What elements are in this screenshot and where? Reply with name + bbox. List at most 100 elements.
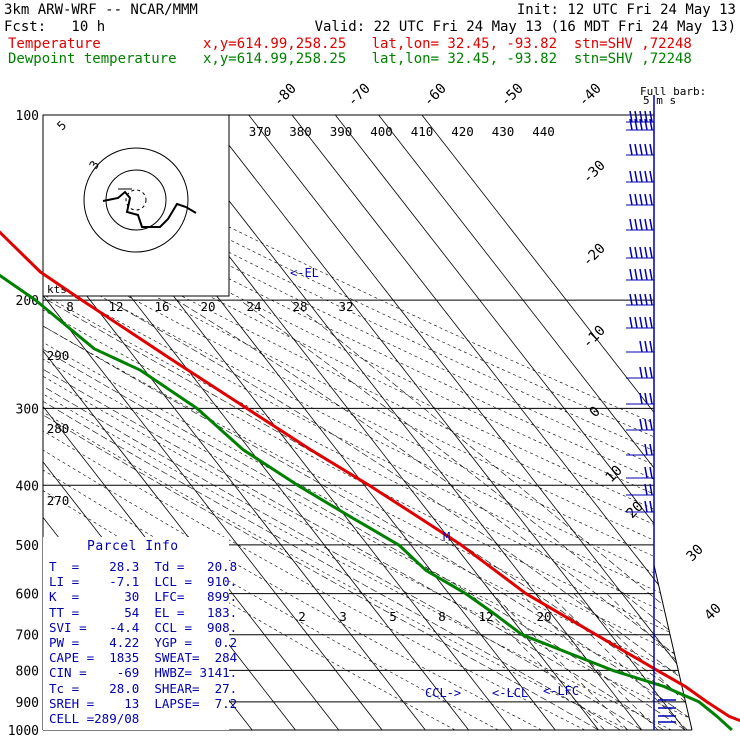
theta-label-270: 270 <box>47 493 70 508</box>
wind-barb-flag <box>649 268 653 281</box>
forecast-hour: Fcst: 10 h <box>4 19 106 35</box>
wind-barb-flag <box>644 246 648 259</box>
temp-tick--70: -70 <box>345 81 374 110</box>
annotation-lfc: <-LFC <box>543 684 579 698</box>
mixing-ratio-line <box>606 593 692 730</box>
mixing-ratio-label-20: 20 <box>536 609 551 624</box>
wind-barb-flag <box>639 218 643 231</box>
parcel-info-row: SVI = -4.4 CCL = 908. <box>49 619 238 635</box>
pressure-label-1000: 1000 <box>8 724 39 739</box>
theta-label-390: 390 <box>330 124 353 139</box>
wind-barb-flag <box>644 340 648 353</box>
dewpoint-location: x,y=614.99,258.25 lat,lon= 32.45, -93.82… <box>203 51 692 67</box>
dry-adiabat <box>43 115 692 730</box>
wind-barb-flag <box>644 466 648 479</box>
parcel-info-row: K = 30 LFC= 899. <box>49 589 238 605</box>
isotherm-line <box>378 115 692 730</box>
full-barb-label: Full barb: <box>640 85 706 98</box>
wind-barb-flag <box>649 418 653 431</box>
dry-adiabat <box>43 115 692 730</box>
wind-barb-flag <box>644 392 648 405</box>
wind-barb-flag <box>639 143 643 156</box>
parcel-info-row: CELL =289/08 <box>49 711 238 726</box>
dry-adiabat <box>43 115 692 730</box>
annotation-el: <-EL <box>290 266 319 280</box>
wind-barb-flag <box>644 443 648 456</box>
isotherm-line <box>335 115 692 730</box>
wind-barb-flag <box>629 246 633 259</box>
wind-barb-flag <box>639 392 643 405</box>
parcel-info-row: CAPE = 1835 SWEAT= 284 <box>49 650 238 666</box>
wind-barb-flag <box>634 193 638 206</box>
dry-adiabat <box>43 115 692 730</box>
wind-barb-flag <box>644 110 648 123</box>
dry-adiabat <box>43 115 692 730</box>
hodograph-panel <box>42 114 230 297</box>
temp-tick--50: -50 <box>498 81 527 110</box>
speed-label-20: 20 <box>200 299 215 314</box>
wind-barb-flag <box>639 193 643 206</box>
theta-label-400: 400 <box>370 124 393 139</box>
isotherm-line <box>43 115 426 730</box>
wind-barb-flag <box>649 246 653 259</box>
wind-barb-flag <box>649 366 653 379</box>
wind-barb-flag <box>629 110 633 123</box>
wind-barb-flag <box>639 366 643 379</box>
wind-barb-flag <box>649 110 653 123</box>
isotherm-line <box>161 115 643 730</box>
temperature-line <box>0 230 740 723</box>
theta-label-380: 380 <box>289 124 312 139</box>
pressure-label-600: 600 <box>16 588 39 603</box>
parcel-info-row: SREH = 13 LAPSE= 7.2 <box>49 695 238 711</box>
temperature-label: Temperature <box>8 36 101 52</box>
annotation-ccl: CCL-> <box>425 686 461 700</box>
wind-barb-flag <box>649 316 653 329</box>
wind-barb-flag <box>639 170 643 183</box>
wind-barb-flag <box>644 483 648 496</box>
wind-barb-flag <box>649 443 653 456</box>
pressure-label-100: 100 <box>16 109 39 124</box>
wind-barb-flag <box>644 418 648 431</box>
parcel-info-row: CIN = -69 HWBZ= 3141. <box>49 665 238 681</box>
wind-barb-flag <box>644 268 648 281</box>
wind-barb-flag <box>644 218 648 231</box>
parcel-info-row: T = 28.3 Td = 20.8 <box>49 559 238 574</box>
wind-barb-flag <box>629 143 633 156</box>
speed-label-8: 8 <box>66 299 74 314</box>
wind-barb-flag <box>639 316 643 329</box>
parcel-info-box: Parcel Info T = 28.3 Td = 20.8 LI = -7.1 … <box>43 537 237 730</box>
wind-barb-flag <box>644 293 648 306</box>
wind-barb-flag <box>634 268 638 281</box>
dewpoint-line <box>0 273 733 732</box>
temp-tick--60: -60 <box>421 81 450 110</box>
wind-barb-flag <box>634 293 638 306</box>
isotherm-line <box>205 115 686 730</box>
isotherm-line <box>43 115 340 730</box>
wind-barb-flag <box>644 118 648 131</box>
wind-barb-flag <box>649 340 653 353</box>
wind-barb-flag <box>639 118 643 131</box>
dry-adiabat <box>43 115 692 730</box>
mixing-ratio-line <box>520 593 659 730</box>
temp-tick--80: -80 <box>271 81 300 110</box>
wind-barb-flag <box>649 193 653 206</box>
dry-adiabat <box>43 115 692 730</box>
wind-barb-flag <box>649 293 653 306</box>
mixing-ratio-label-2: 2 <box>298 609 306 624</box>
wind-barb-flag <box>639 268 643 281</box>
wind-barb-flag <box>639 418 643 431</box>
wind-barb-flag <box>644 366 648 379</box>
wind-barb-flag <box>649 143 653 156</box>
wind-barb-flag <box>639 246 643 259</box>
moist-adiabat <box>43 299 599 730</box>
wind-barb-flag <box>634 170 638 183</box>
isotherm-line <box>43 115 383 730</box>
wind-barb-flag <box>644 193 648 206</box>
wind-barb-flag <box>644 170 648 183</box>
theta-label-410: 410 <box>411 124 434 139</box>
dry-adiabat <box>43 115 692 730</box>
wind-barb-flag <box>649 218 653 231</box>
speed-label-28: 28 <box>292 299 307 314</box>
theta-label-430: 430 <box>492 124 515 139</box>
speed-label-12: 12 <box>108 299 123 314</box>
